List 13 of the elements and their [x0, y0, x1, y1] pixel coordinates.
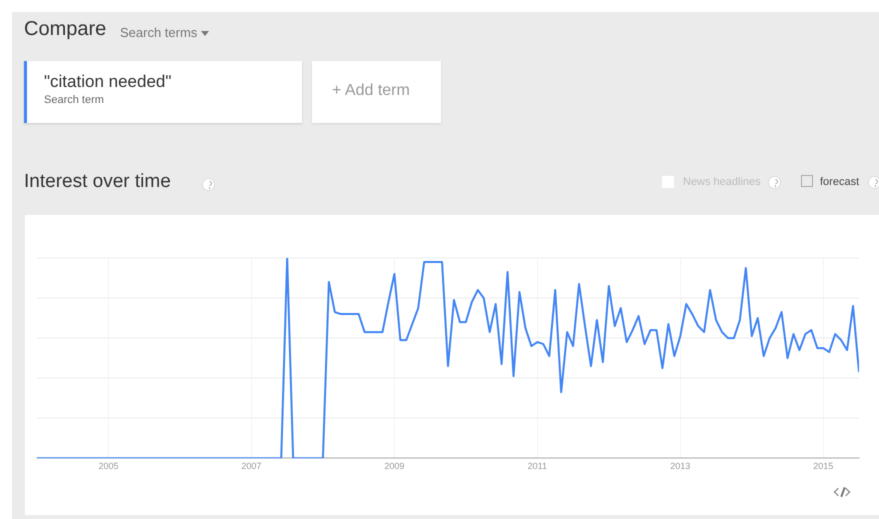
x-tick-label: 2009: [384, 461, 404, 472]
text: Compare: [24, 18, 106, 41]
text: Search terms: [120, 25, 198, 40]
x-tick-label: 2013: [670, 461, 690, 472]
x-tick-label: 2007: [241, 461, 262, 472]
chart-title: Interest over time: [24, 171, 171, 193]
text: "citation needed": [44, 72, 172, 92]
x-tick-label: 2011: [528, 461, 548, 472]
text: + Add term: [332, 82, 410, 100]
x-tick-label: 2005: [98, 461, 118, 472]
x-tick-label: 2015: [813, 461, 834, 472]
text: Search term: [44, 94, 104, 106]
text: forecast: [820, 176, 860, 188]
